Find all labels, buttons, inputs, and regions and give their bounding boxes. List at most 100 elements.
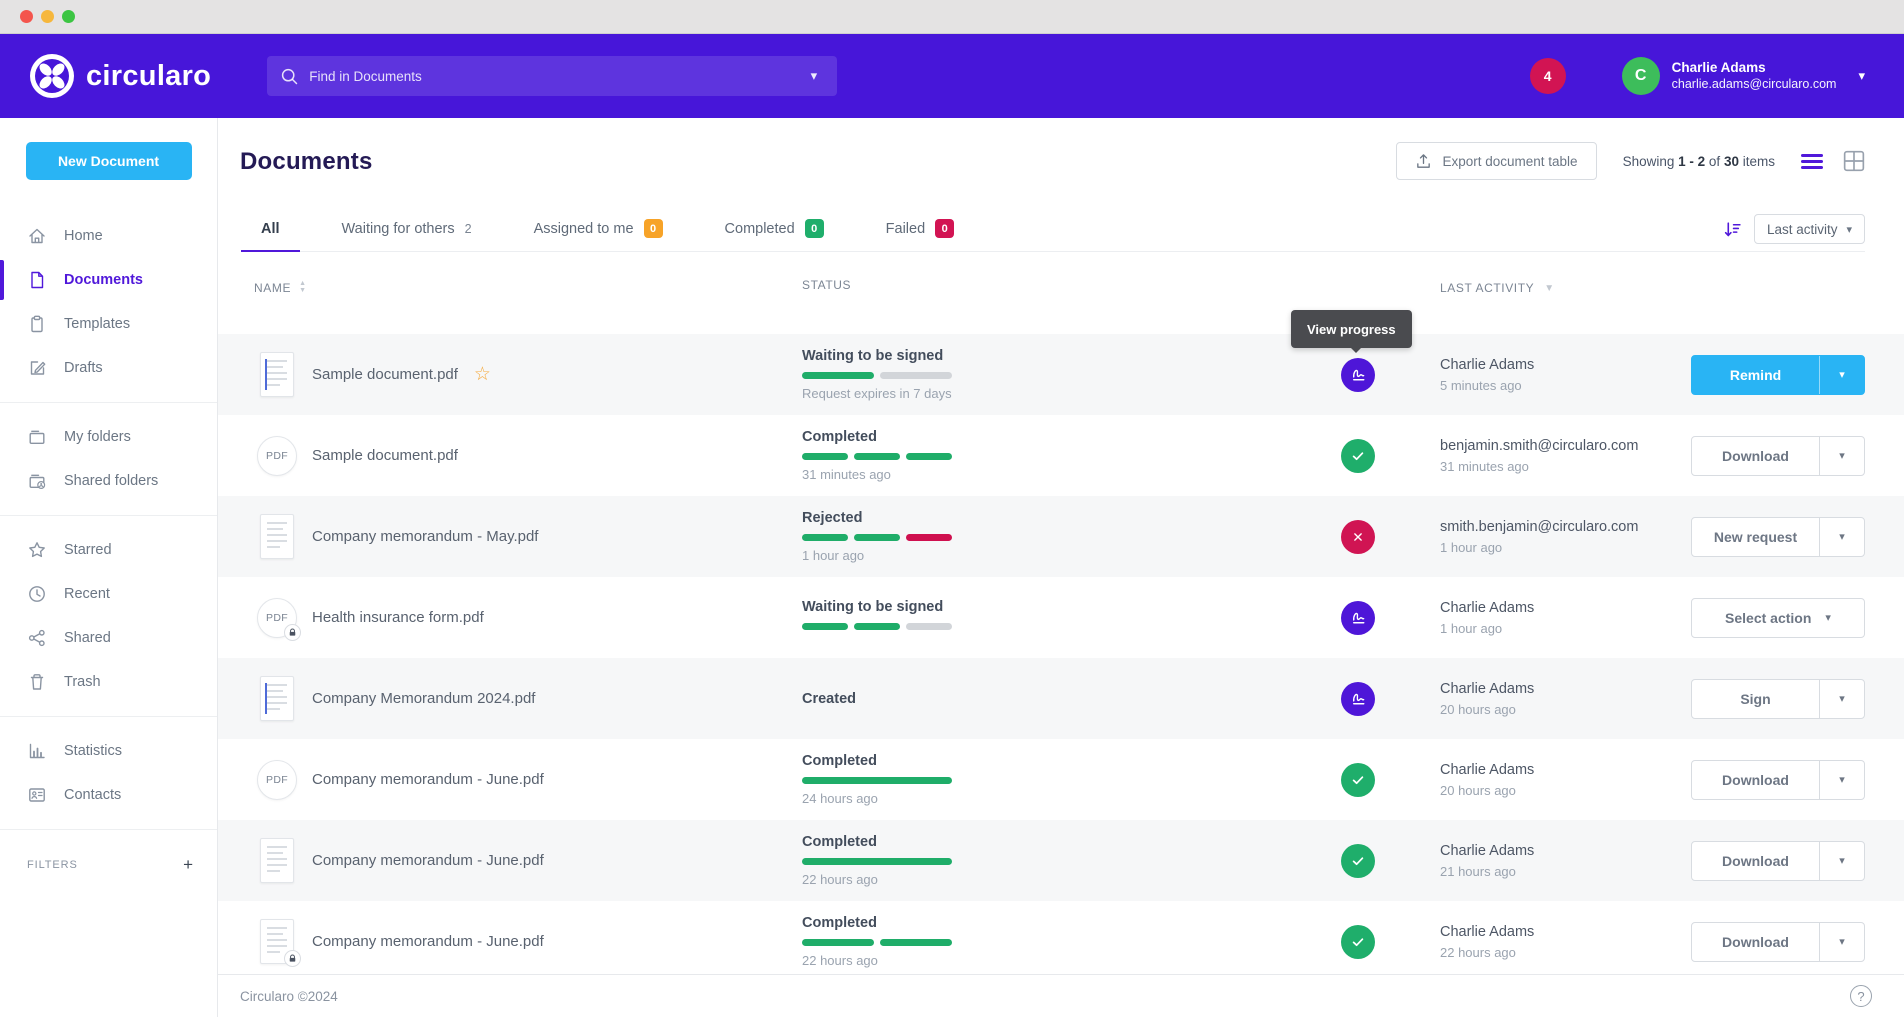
status-note: 22 hours ago [802,953,878,968]
sidebar-item-starred[interactable]: Starred [0,528,217,572]
action-dropdown-caret[interactable]: ▾ [1819,517,1864,556]
sign-button[interactable]: Sign [1740,690,1771,707]
sidebar-item-my-folders[interactable]: My folders [0,415,217,459]
folder-icon [27,427,47,447]
table-row[interactable]: Company memorandum - June.pdf Completed 22… [218,820,1904,901]
sidebar-item-shared[interactable]: Shared [0,616,217,660]
table-row[interactable]: PDF Health insurance form.pdf Waiting to b… [218,577,1904,658]
table-row[interactable]: PDF Company memorandum - June.pdf Complete… [218,739,1904,820]
maximize-window-button[interactable] [62,10,75,23]
sidebar-item-statistics[interactable]: Statistics [0,729,217,773]
trash-icon [27,672,47,692]
status-note: 31 minutes ago [802,467,891,482]
document-name[interactable]: Company Memorandum 2024.pdf [312,690,536,707]
table-row[interactable]: Company Memorandum 2024.pdf Created Charli… [218,658,1904,739]
tab-assigned-to-me[interactable]: Assigned to me 0 [514,206,683,251]
action-dropdown-caret[interactable]: ▾ [1819,436,1864,475]
rejected-status-icon[interactable] [1341,519,1375,554]
sidebar-item-documents[interactable]: Documents [0,258,217,302]
export-document-table-button[interactable]: Export document table [1396,142,1597,180]
download-button[interactable]: Download [1722,771,1789,788]
sort-both-icon[interactable]: ▲ ▼ [299,280,307,294]
action-dropdown-caret[interactable]: ▾ [1819,922,1864,961]
sidebar-item-home[interactable]: Home [0,214,217,258]
search-input[interactable] [309,68,805,84]
help-icon[interactable]: ? [1850,985,1872,1007]
app-logo[interactable]: circularo [30,54,211,98]
select-action-button[interactable]: Select action ▾ [1691,597,1865,638]
sidebar-item-shared-folders[interactable]: Shared folders [0,459,217,503]
completed-status-icon[interactable] [1341,762,1375,797]
column-header-name[interactable]: NAME [254,281,292,295]
completed-status-icon[interactable] [1341,924,1375,959]
last-activity-time: 20 hours ago [1440,701,1516,717]
sidebar-item-templates[interactable]: Templates [0,302,217,346]
close-window-button[interactable] [20,10,33,23]
tab-label: Failed [885,220,926,237]
download-button[interactable]: Download [1722,447,1789,464]
sidebar-nav: Home Documents Templates Drafts My folders Sh… [0,214,217,830]
user-email: charlie.adams@circularo.com [1671,76,1837,91]
document-name[interactable]: Sample document.pdf [312,366,458,383]
document-name[interactable]: Company memorandum - June.pdf [312,933,544,950]
app-header: circularo ▾ 4 C Charlie Adams charlie.ad… [0,34,1904,118]
user-info[interactable]: Charlie Adams charlie.adams@circularo.co… [1672,60,1837,93]
status-label: Completed [802,834,877,850]
document-name[interactable]: Health insurance form.pdf [312,609,484,626]
document-name[interactable]: Company memorandum - May.pdf [312,528,539,545]
sign-split-button: Sign ▾ [1691,678,1865,719]
sort-by-dropdown[interactable]: Last activity ▾ [1753,214,1865,244]
completed-status-icon[interactable] [1341,438,1375,473]
tab-failed[interactable]: Failed 0 [866,206,975,251]
action-dropdown-caret[interactable]: ▾ [1819,760,1864,799]
signature-status-icon[interactable] [1341,600,1375,635]
notification-badge[interactable]: 4 [1529,58,1566,94]
document-name-cell: Company Memorandum 2024.pdf [256,676,802,721]
tab-completed[interactable]: Completed 0 [705,206,844,251]
table-row[interactable]: Company memorandum - May.pdf Rejected 1 ho… [218,496,1904,577]
new-request-button[interactable]: New request [1713,528,1798,545]
action-dropdown-caret[interactable]: ▾ [1819,355,1864,394]
remind-button[interactable]: Remind [1729,366,1782,383]
table-row[interactable]: PDF Sample document.pdf Completed 31 minute… [218,415,1904,496]
add-filter-button[interactable]: + [183,855,193,874]
pdf-file-icon: PDF [256,597,301,641]
status-label: Waiting to be signed [802,598,944,615]
table-row[interactable]: Company memorandum - June.pdf Completed 22… [218,901,1904,974]
tab-all[interactable]: All [241,206,300,252]
sidebar-item-contacts[interactable]: Contacts [0,773,217,817]
window-titlebar [0,0,1904,34]
last-activity-cell: smith.benjamin@circularo.com 1 hour ago [1398,519,1691,555]
signature-status-icon[interactable] [1341,681,1375,716]
document-name[interactable]: Sample document.pdf [312,447,458,464]
download-button[interactable]: Download [1722,933,1789,950]
action-dropdown-caret[interactable]: ▾ [1819,679,1864,718]
table-row[interactable]: Sample document.pdf ☆ Waiting to be signed… [218,334,1904,415]
column-header-status[interactable]: STATUS [802,278,852,292]
document-name-cell: Company memorandum - May.pdf [256,514,802,559]
new-document-button[interactable]: New Document [25,142,192,180]
draft-icon [27,358,47,378]
sidebar-item-trash[interactable]: Trash [0,660,217,704]
grid-view-icon[interactable] [1843,150,1865,172]
column-header-last-activity[interactable]: LAST ACTIVITY [1440,281,1535,295]
document-name-cell: Sample document.pdf ☆ [256,352,802,397]
tab-waiting-for-others[interactable]: Waiting for others 2 [322,206,492,251]
document-name[interactable]: Company memorandum - June.pdf [312,852,544,869]
action-dropdown-caret[interactable]: ▾ [1819,841,1864,880]
sort-direction-icon[interactable] [1723,220,1742,239]
signature-status-icon[interactable] [1341,357,1375,392]
minimize-window-button[interactable] [41,10,54,23]
user-avatar[interactable]: C [1621,57,1660,95]
search-options-caret[interactable]: ▾ [810,68,818,83]
star-icon[interactable]: ☆ [473,364,491,385]
sidebar-item-drafts[interactable]: Drafts [0,346,217,390]
folder-shared-icon [27,471,47,491]
progress-bar [802,858,1318,865]
download-button[interactable]: Download [1722,852,1789,869]
list-view-icon[interactable] [1801,153,1823,169]
document-name[interactable]: Company memorandum - June.pdf [312,771,544,788]
user-menu-caret[interactable]: ▾ [1858,68,1865,83]
sidebar-item-recent[interactable]: Recent [0,572,217,616]
completed-status-icon[interactable] [1341,843,1375,878]
